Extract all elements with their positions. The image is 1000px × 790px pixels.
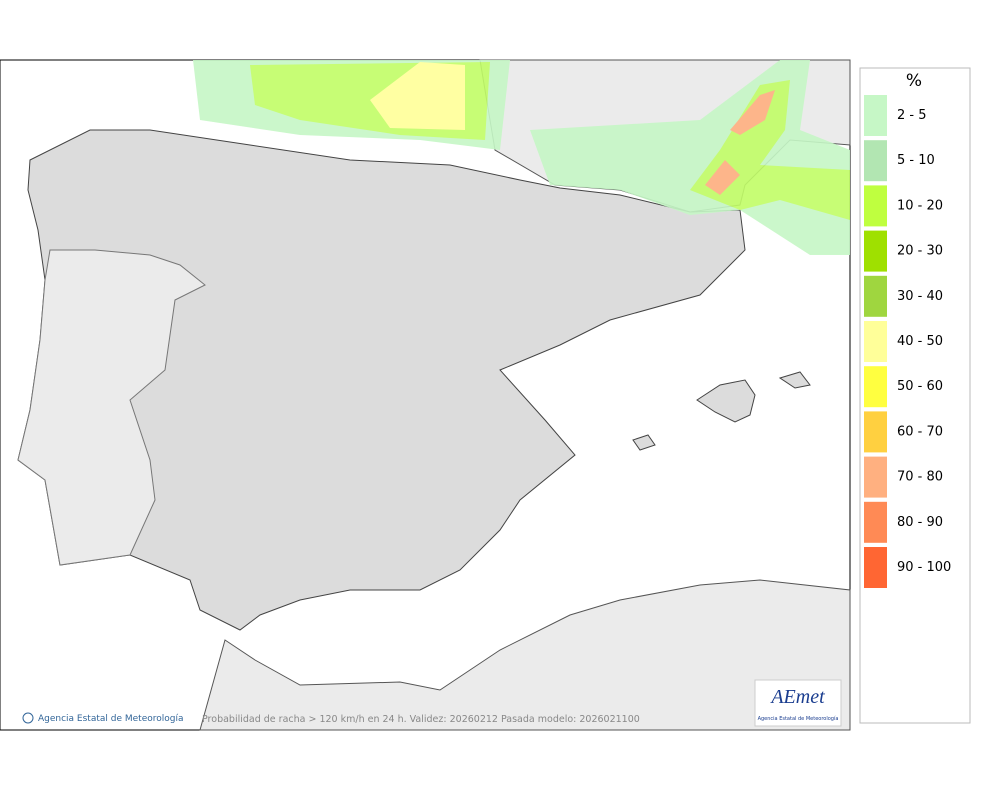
legend-swatch [864, 185, 887, 227]
legend-label: 90 - 100 [897, 560, 951, 575]
legend-label: 40 - 50 [897, 334, 943, 349]
legend-swatch [864, 230, 887, 272]
legend-label: 80 - 90 [897, 515, 943, 530]
legend-label: 30 - 40 [897, 289, 943, 304]
legend-label: 50 - 60 [897, 379, 943, 394]
legend: % 2 - 5 5 - 10 10 - 20 20 - 30 30 - 40 40 - 5… [859, 67, 971, 724]
copyright: Agencia Estatal de Meteorología [22, 712, 184, 724]
legend-title: % [906, 71, 922, 91]
legend-label: 10 - 20 [897, 198, 943, 213]
area-high-ne [705, 90, 775, 195]
logo: AEmet Agencia Estatal de Meteorología [754, 679, 842, 727]
mallorca [696, 379, 756, 423]
legend-label: 20 - 30 [897, 244, 943, 259]
map: Agencia Estatal de Meteorología Probabil… [0, 59, 851, 731]
ibiza [632, 434, 656, 451]
legend-swatch [864, 547, 887, 588]
legend-swatch [864, 456, 887, 498]
area-high [370, 62, 465, 130]
legend-label: 5 - 10 [897, 153, 935, 168]
legend-label: 60 - 70 [897, 424, 943, 439]
legend-swatch [864, 411, 887, 453]
portugal [17, 249, 206, 566]
logo-name: AEmet [769, 686, 825, 708]
legend-swatch [864, 275, 887, 317]
copyright-icon [22, 712, 34, 724]
africa [199, 579, 851, 731]
legend-swatch [864, 95, 887, 136]
logo-box [754, 679, 842, 727]
copyright-text: Agencia Estatal de Meteorología [38, 714, 184, 724]
probability-areas [193, 60, 850, 255]
logo-subtitle: Agencia Estatal de Meteorología [758, 715, 839, 722]
legend-swatch [864, 321, 887, 362]
legend-swatch [864, 140, 887, 182]
menorca [778, 371, 811, 389]
legend-swatch [864, 501, 887, 543]
legend-label: 70 - 80 [897, 470, 943, 485]
legend-label: 2 - 5 [897, 108, 927, 123]
caption: Probabilidad de racha > 120 km/h en 24 h… [202, 714, 640, 725]
legend-swatch [864, 366, 887, 408]
